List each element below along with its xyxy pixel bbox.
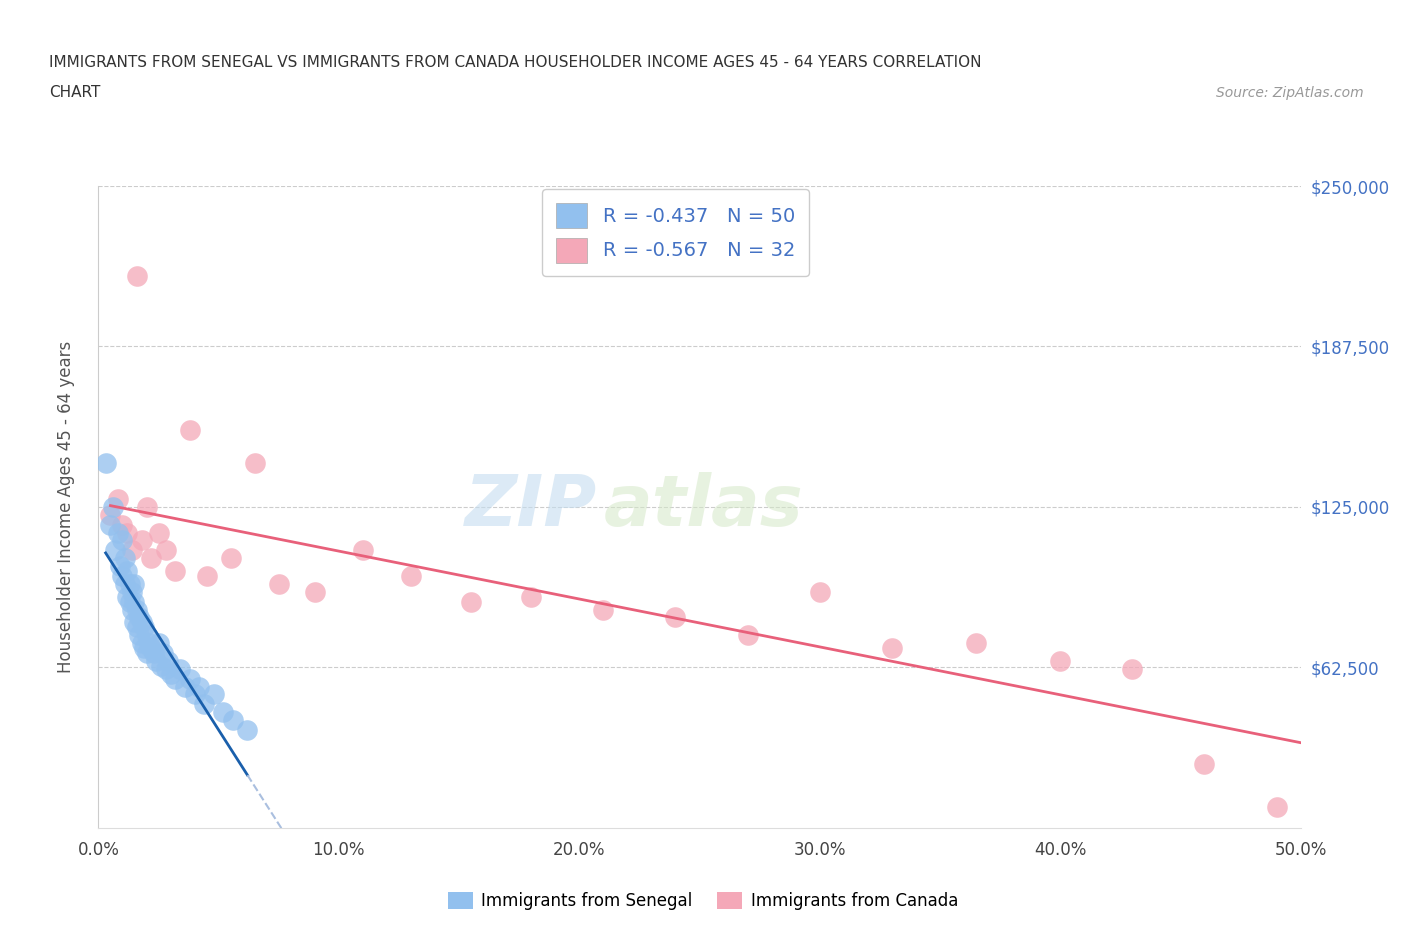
Point — [460, 594, 482, 609]
Point — [128, 610, 150, 625]
Point — [124, 615, 146, 630]
Y-axis label: Householder Income Ages 45 - 64 years: Householder Income Ages 45 - 64 years — [56, 340, 75, 673]
Point — [592, 602, 614, 617]
Point — [117, 590, 139, 604]
Point — [165, 671, 187, 686]
Point — [174, 679, 197, 694]
Point — [188, 679, 211, 694]
Point — [114, 551, 136, 565]
Point — [121, 602, 143, 617]
Point — [169, 661, 191, 676]
Point — [124, 594, 146, 609]
Point — [142, 645, 165, 660]
Legend: Immigrants from Senegal, Immigrants from Canada: Immigrants from Senegal, Immigrants from… — [441, 885, 965, 917]
Point — [135, 645, 157, 660]
Text: Source: ZipAtlas.com: Source: ZipAtlas.com — [1216, 86, 1364, 100]
Point — [114, 577, 136, 591]
Point — [111, 517, 134, 532]
Point — [135, 499, 157, 514]
Point — [520, 590, 543, 604]
Point — [141, 641, 163, 656]
Point — [1049, 654, 1071, 669]
Point — [124, 577, 146, 591]
Point — [1194, 756, 1216, 771]
Point — [212, 705, 235, 720]
Point — [195, 569, 218, 584]
Point — [148, 525, 170, 540]
Text: CHART: CHART — [49, 86, 101, 100]
Point — [808, 584, 831, 599]
Point — [148, 635, 170, 650]
Point — [399, 569, 422, 584]
Point — [118, 594, 141, 609]
Point — [219, 551, 242, 565]
Legend: R = -0.437   N = 50, R = -0.567   N = 32: R = -0.437 N = 50, R = -0.567 N = 32 — [543, 190, 808, 276]
Point — [118, 577, 141, 591]
Point — [1121, 661, 1143, 676]
Point — [107, 525, 129, 540]
Point — [155, 661, 177, 676]
Point — [165, 564, 187, 578]
Point — [108, 558, 131, 573]
Point — [132, 620, 155, 635]
Point — [125, 620, 148, 635]
Point — [131, 635, 153, 650]
Point — [145, 654, 167, 669]
Point — [128, 628, 150, 643]
Point — [157, 654, 180, 669]
Point — [183, 686, 205, 701]
Text: ZIP: ZIP — [465, 472, 598, 541]
Point — [131, 615, 153, 630]
Point — [132, 641, 155, 656]
Point — [965, 635, 987, 650]
Point — [125, 602, 148, 617]
Point — [135, 628, 157, 643]
Text: atlas: atlas — [603, 472, 803, 541]
Point — [131, 533, 153, 548]
Point — [1265, 800, 1288, 815]
Point — [117, 525, 139, 540]
Point — [107, 492, 129, 507]
Point — [222, 712, 245, 727]
Point — [117, 564, 139, 578]
Point — [159, 666, 181, 681]
Point — [111, 569, 134, 584]
Point — [111, 533, 134, 548]
Point — [179, 422, 201, 437]
Point — [149, 658, 172, 673]
Point — [155, 543, 177, 558]
Point — [664, 610, 686, 625]
Point — [138, 635, 160, 650]
Point — [94, 456, 117, 471]
Point — [100, 507, 122, 522]
Point — [880, 641, 903, 656]
Point — [243, 456, 266, 471]
Point — [737, 628, 759, 643]
Point — [121, 584, 143, 599]
Text: IMMIGRANTS FROM SENEGAL VS IMMIGRANTS FROM CANADA HOUSEHOLDER INCOME AGES 45 - 6: IMMIGRANTS FROM SENEGAL VS IMMIGRANTS FR… — [49, 55, 981, 70]
Point — [101, 499, 124, 514]
Point — [141, 551, 163, 565]
Point — [304, 584, 326, 599]
Point — [100, 517, 122, 532]
Point — [179, 671, 201, 686]
Point — [236, 723, 259, 737]
Point — [267, 577, 290, 591]
Point — [202, 686, 225, 701]
Point — [193, 698, 215, 712]
Point — [121, 543, 143, 558]
Point — [152, 645, 174, 660]
Point — [352, 543, 374, 558]
Point — [104, 543, 127, 558]
Point — [125, 269, 148, 284]
